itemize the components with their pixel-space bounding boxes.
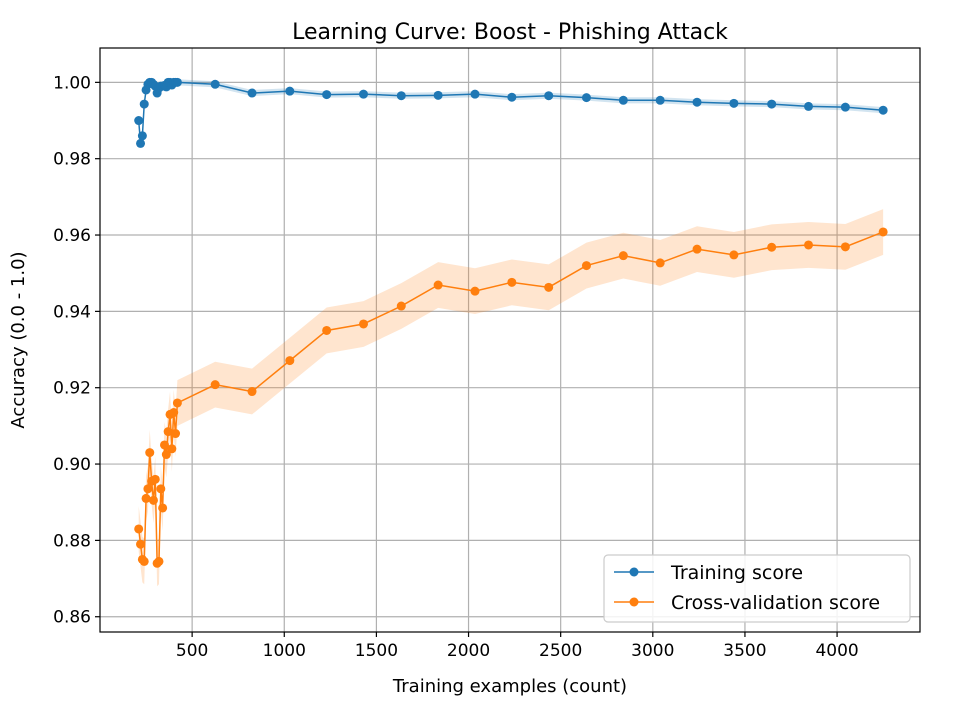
point-series-0 [692, 97, 702, 107]
x-tick-label: 3500 [723, 641, 766, 661]
point-series-1 [878, 227, 888, 237]
point-series-1 [163, 427, 173, 437]
point-series-0 [804, 101, 814, 111]
point-series-0 [470, 89, 480, 99]
point-series-0 [655, 95, 665, 105]
point-series-1 [145, 448, 155, 458]
point-series-1 [150, 474, 160, 484]
point-series-0 [210, 79, 220, 89]
point-series-1 [470, 286, 480, 296]
point-series-0 [840, 102, 850, 112]
x-tick-label: 2500 [539, 641, 582, 661]
legend-marker-0 [629, 567, 639, 577]
point-series-1 [141, 493, 151, 503]
chart-title: Learning Curve: Boost - Phishing Attack [292, 20, 728, 45]
point-series-0 [136, 138, 146, 148]
point-series-0 [137, 131, 147, 141]
point-series-1 [143, 484, 153, 494]
point-series-1 [134, 524, 144, 534]
y-tick-label: 0.88 [53, 531, 91, 551]
point-series-1 [507, 277, 517, 287]
y-tick-label: 0.94 [53, 302, 91, 322]
legend-label-0: Training score [670, 562, 803, 584]
series-lines [137, 81, 884, 566]
point-series-1 [285, 356, 295, 366]
x-tick-label: 1000 [263, 641, 306, 661]
point-series-1 [247, 387, 257, 397]
point-series-0 [581, 93, 591, 103]
point-series-1 [433, 280, 443, 290]
y-tick-label: 0.86 [53, 608, 91, 628]
point-series-1 [655, 258, 665, 268]
x-tick-label: 2000 [447, 641, 490, 661]
x-axis-ticks: 500 1000 1500 2000 2500 3000 3500 4000 [176, 632, 859, 661]
legend-marker-1 [629, 597, 639, 607]
point-series-0 [139, 99, 149, 109]
x-tick-label: 1500 [355, 641, 398, 661]
point-series-0 [396, 91, 406, 101]
point-series-1 [159, 440, 169, 450]
x-tick-label: 3000 [631, 641, 674, 661]
point-series-1 [359, 319, 369, 329]
point-series-1 [148, 495, 158, 505]
confidence-bands [138, 79, 884, 587]
plot-frame [99, 47, 921, 633]
legend: Training score Cross-validation score [603, 554, 911, 623]
point-series-1 [156, 484, 166, 494]
point-series-1 [158, 503, 168, 513]
band-series-1 [138, 209, 884, 587]
point-series-1 [136, 539, 146, 549]
point-series-1 [322, 325, 332, 335]
point-series-1 [767, 242, 777, 252]
legend-box [603, 554, 911, 623]
x-axis-label: Training examples (count) [392, 676, 627, 697]
point-series-0 [767, 99, 777, 109]
point-series-1 [161, 450, 171, 460]
legend-label-1: Cross-validation score [671, 592, 880, 614]
series-markers [134, 77, 888, 568]
x-tick-label: 500 [176, 641, 208, 661]
y-axis-ticks: 0.86 0.88 0.90 0.92 0.94 0.96 0.98 1.00 [53, 73, 100, 628]
point-series-1 [840, 242, 850, 252]
point-series-1 [172, 398, 182, 408]
point-series-1 [139, 556, 149, 566]
point-series-1 [396, 301, 406, 311]
point-series-1 [692, 244, 702, 254]
y-axis-label: Accuracy (0.0 - 1.0) [8, 251, 29, 428]
point-series-1 [618, 251, 628, 261]
point-series-0 [507, 92, 517, 102]
point-series-1 [167, 444, 177, 454]
y-tick-label: 0.98 [53, 150, 91, 170]
y-tick-label: 0.96 [53, 226, 91, 246]
x-tick-label: 4000 [815, 641, 858, 661]
point-series-1 [210, 380, 220, 390]
point-series-1 [169, 408, 179, 418]
point-series-1 [729, 250, 739, 260]
point-series-0 [134, 116, 144, 126]
point-series-1 [804, 240, 814, 250]
point-series-0 [544, 91, 554, 101]
point-series-0 [359, 89, 369, 99]
point-series-1 [581, 261, 591, 271]
y-tick-label: 0.90 [53, 455, 91, 475]
y-tick-label: 0.92 [53, 379, 91, 399]
point-series-0 [433, 90, 443, 100]
point-series-0 [322, 90, 332, 100]
point-series-1 [154, 556, 164, 566]
point-series-0 [729, 98, 739, 108]
y-tick-label: 1.00 [53, 73, 91, 93]
point-series-0 [247, 88, 257, 98]
point-series-0 [285, 86, 295, 96]
point-series-0 [618, 95, 628, 105]
point-series-0 [878, 105, 888, 115]
point-series-1 [544, 282, 554, 292]
grid [100, 48, 920, 632]
point-series-1 [171, 429, 181, 439]
point-series-0 [172, 77, 182, 87]
